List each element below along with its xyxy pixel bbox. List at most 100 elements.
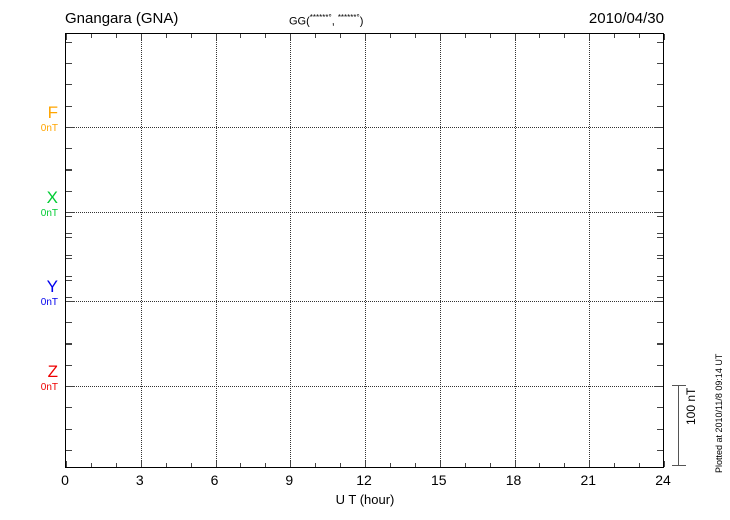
y-axis-tick [657, 258, 663, 260]
component-letter: X [46, 188, 58, 207]
y-axis-tick [66, 126, 72, 128]
x-axis-tick [215, 34, 217, 40]
x-axis-tick [66, 34, 67, 40]
plot-area [65, 33, 665, 468]
y-axis-tick [657, 105, 663, 107]
y-axis-tick [657, 297, 663, 299]
scale-bar-cap-top [672, 385, 686, 386]
x-axis-tick-label: 3 [135, 472, 144, 488]
x-axis-tick [464, 463, 466, 467]
y-axis-tick [657, 215, 663, 217]
y-axis-tick [66, 148, 72, 150]
x-axis-tick [315, 463, 317, 467]
y-axis-tick [66, 449, 72, 451]
y-axis-tick [657, 407, 663, 409]
x-axis-tick [190, 463, 192, 467]
x-axis-tick-label: 12 [356, 472, 372, 488]
y-axis-tick [66, 322, 72, 324]
component-baseline-gridline [66, 301, 663, 302]
x-axis-tick [539, 34, 541, 38]
coordinate-longitude: ******° [337, 13, 360, 22]
x-axis-tick [639, 34, 641, 38]
component-baseline-value: 0nT [40, 123, 58, 134]
y-axis-tick [657, 322, 663, 324]
component-baseline-gridline [66, 127, 663, 128]
x-axis-tick [365, 34, 366, 40]
y-axis-tick [66, 41, 72, 43]
x-axis-tick [115, 463, 117, 467]
y-axis-tick [66, 407, 72, 409]
component-label-z: Z 0nT [14, 363, 58, 394]
vertical-gridline [140, 34, 142, 467]
coordinate-open-paren: ( [306, 15, 310, 28]
x-axis-tick-label: 18 [505, 472, 522, 488]
x-axis-tick [539, 463, 541, 467]
x-axis-tick [464, 34, 466, 38]
vertical-gridline [439, 34, 441, 467]
scale-bar-label: 100 nT [684, 387, 698, 425]
y-axis-tick [657, 364, 663, 366]
x-axis-tick [265, 463, 267, 467]
y-axis-tick [66, 300, 72, 302]
x-axis-tick-label: 15 [430, 472, 447, 488]
y-axis-tick [657, 343, 663, 345]
component-letter: F [47, 103, 58, 122]
x-axis-tick [140, 461, 142, 467]
x-axis-tick [664, 34, 665, 40]
x-axis-tick [614, 34, 616, 38]
component-letter: Z [47, 362, 58, 381]
x-axis-tick [439, 34, 441, 40]
x-axis-tick [614, 463, 616, 467]
component-baseline-value: 0nT [40, 297, 58, 308]
x-axis-tick [514, 34, 516, 40]
x-axis-tick [215, 461, 217, 467]
y-axis-tick [657, 275, 663, 277]
component-letter: Y [46, 277, 58, 296]
x-axis-tick [115, 34, 117, 38]
x-axis-tick [290, 461, 292, 467]
x-axis-tick [489, 34, 491, 38]
y-axis-tick [66, 105, 72, 107]
y-axis-tick [66, 169, 72, 171]
y-axis-tick [66, 297, 72, 299]
x-axis-tick-label: 9 [285, 472, 294, 488]
x-axis-tick [514, 461, 516, 467]
y-axis-tick [657, 254, 663, 256]
x-axis-tick [240, 463, 242, 467]
scale-bar-cap-bottom [672, 465, 686, 466]
x-axis-tick [315, 34, 317, 38]
x-axis-tick [389, 34, 391, 38]
y-axis-tick [657, 449, 663, 451]
x-axis-tick [190, 34, 192, 38]
component-baseline-value: 0nT [40, 382, 58, 393]
y-axis-tick [66, 254, 72, 256]
x-axis-tick-label: 6 [210, 472, 219, 488]
y-axis-tick [657, 84, 663, 86]
x-axis-tick [90, 463, 92, 467]
x-axis-tick-label: 21 [580, 472, 597, 488]
x-axis-tick [140, 34, 142, 40]
x-axis-tick [365, 461, 366, 467]
y-axis-tick [66, 279, 72, 281]
scale-bar [672, 385, 686, 466]
x-axis-tick [340, 463, 342, 467]
x-axis-tick [639, 463, 641, 467]
vertical-gridline [514, 34, 516, 467]
component-label-f: F 0nT [14, 104, 58, 135]
y-axis-tick [657, 428, 663, 430]
y-axis-tick [66, 364, 72, 366]
x-axis-tick [265, 34, 267, 38]
y-axis-tick [657, 63, 663, 65]
scale-bar-line [678, 385, 679, 466]
x-axis-tick-label: 24 [655, 472, 671, 488]
component-label-y: Y 0nT [14, 278, 58, 309]
y-axis-tick [66, 275, 72, 277]
y-axis-tick [657, 233, 663, 235]
x-axis-tick [414, 463, 416, 467]
component-baseline-gridline [66, 212, 663, 213]
x-axis-tick-label: 0 [61, 472, 69, 488]
y-axis-tick [654, 212, 663, 213]
x-axis-tick [90, 34, 92, 38]
y-axis-tick [657, 237, 663, 239]
x-axis-tick [439, 461, 441, 467]
